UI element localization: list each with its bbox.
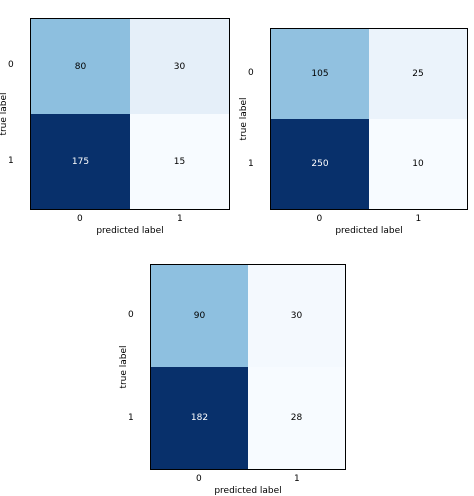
y-tick-label-0: 0	[8, 60, 14, 70]
x-tick-label-1: 1	[294, 474, 300, 484]
matrix-cell-r0-c1: 30	[130, 19, 229, 114]
y-axis-label: true label	[239, 97, 249, 141]
matrix-cell-r1-c1: 15	[130, 114, 229, 209]
y-axis-label: true label	[0, 92, 9, 136]
x-tick-label-1: 1	[177, 214, 183, 224]
confusion-matrix-atd-angle: 80 30 175 15 0 1 0 1 true label predicted label	[0, 0, 240, 240]
matrix-cell-r1-c0: 182	[151, 367, 248, 469]
matrix-cell-r0-c0: 80	[31, 19, 130, 114]
matrix-cell-r1-c0: 175	[31, 114, 130, 209]
x-tick-label-0: 0	[196, 474, 202, 484]
matrix-grid: 80 30 175 15	[30, 18, 230, 210]
matrix-cell-r0-c1: 30	[248, 265, 345, 367]
y-tick-label-1: 1	[248, 158, 254, 169]
x-tick-label-0: 0	[316, 214, 323, 224]
x-axis-label: predicted label	[96, 226, 164, 236]
matrix-cell-r1-c1: 10	[369, 119, 467, 209]
confusion-matrix-delta-point: 105 25 250 10 0 1 0 1 true label predicted label	[239, 0, 474, 240]
matrix-cell-r1-c0: 250	[271, 119, 369, 209]
y-tick-label-1: 1	[128, 412, 134, 423]
x-tick-label-0: 0	[77, 214, 83, 224]
matrix-cell-r0-c0: 105	[271, 29, 369, 119]
x-axis-label: predicted label	[214, 486, 282, 496]
x-tick-label-1: 1	[415, 214, 422, 224]
matrix-grid: 90 30 182 28	[150, 264, 346, 470]
y-tick-label-0: 0	[128, 309, 134, 320]
matrix-grid: 105 25 250 10	[270, 28, 468, 210]
x-axis-label: predicted label	[335, 226, 403, 236]
y-axis-label: true label	[119, 345, 129, 389]
matrix-cell-r0-c0: 90	[151, 265, 248, 367]
matrix-cell-r0-c1: 25	[369, 29, 467, 119]
y-tick-label-0: 0	[248, 67, 254, 78]
confusion-matrix-fingerprint-minutiae: 90 30 182 28 0 1 0 1 true label predicted label	[100, 240, 350, 496]
matrix-cell-r1-c1: 28	[248, 367, 345, 469]
y-tick-label-1: 1	[8, 156, 14, 166]
